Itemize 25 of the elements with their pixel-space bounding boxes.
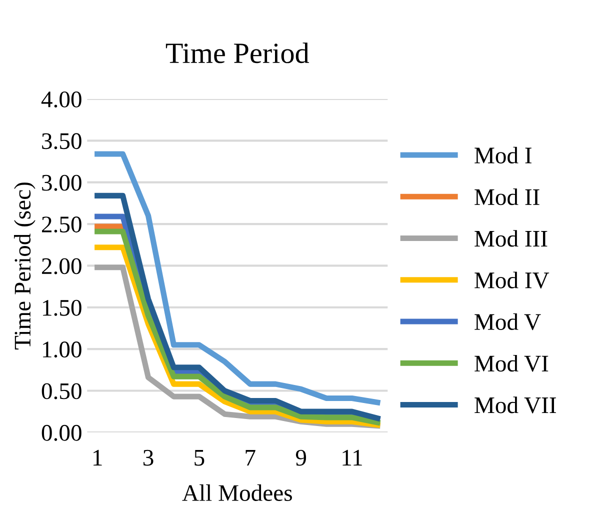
legend-label: Mod II bbox=[474, 188, 540, 206]
y-tick-label: 2.00 bbox=[42, 258, 82, 274]
x-tick-label: 5 bbox=[194, 450, 204, 466]
y-tick-label: 1.50 bbox=[43, 300, 82, 316]
x-tick-label: 1 bbox=[94, 450, 102, 466]
legend-label: Mod I bbox=[474, 146, 532, 164]
x-tick-label: 3 bbox=[143, 450, 154, 466]
y-tick-label: 1.00 bbox=[43, 342, 82, 358]
y-tick-label: 0.50 bbox=[42, 383, 82, 400]
legend-label: Mod V bbox=[474, 313, 541, 330]
y-tick-label: 0.00 bbox=[42, 424, 82, 441]
y-tick-label: 4.00 bbox=[41, 91, 82, 108]
y-tick-label: 2.50 bbox=[42, 216, 82, 233]
y-tick-label: 3.50 bbox=[42, 133, 82, 150]
legend-label: Mod VII bbox=[474, 396, 556, 414]
x-tick-label: 7 bbox=[246, 450, 256, 466]
y-tick-label: 3.00 bbox=[42, 174, 82, 191]
chart-title: Time Period bbox=[166, 42, 310, 64]
x-tick-label: 9 bbox=[296, 450, 306, 466]
legend-label: Mod IV bbox=[474, 272, 550, 288]
legend-label: Mod III bbox=[474, 230, 548, 247]
legend-label: Mod VI bbox=[474, 355, 548, 372]
y-axis-title: Time Period (sec) bbox=[14, 182, 36, 350]
x-axis-title: All Modees bbox=[182, 484, 292, 502]
x-tick-label: 11 bbox=[342, 450, 362, 466]
